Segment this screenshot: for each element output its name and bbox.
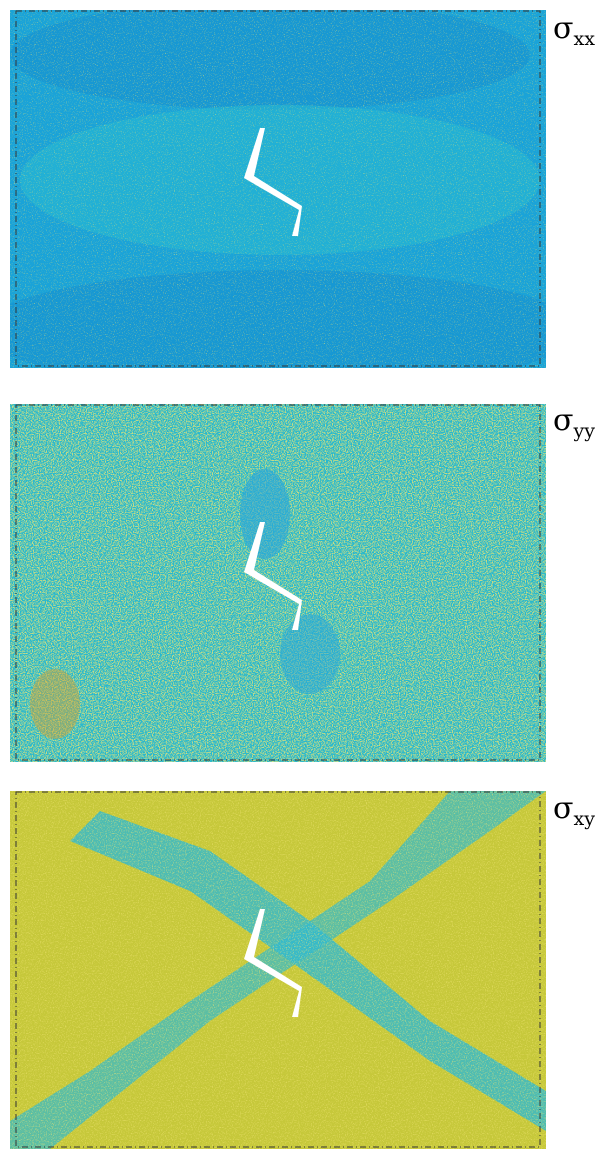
speckle-noise <box>10 791 546 1149</box>
crack <box>244 909 302 1017</box>
stress-map-syy <box>10 404 546 762</box>
panel-border <box>15 10 541 367</box>
panel-border <box>15 404 541 761</box>
stress-map-sxx-image <box>10 10 546 368</box>
stress-map-syy-image <box>10 404 546 762</box>
label-sxx: σxx <box>553 11 595 50</box>
speckle-noise <box>10 10 546 368</box>
crack <box>244 128 302 236</box>
stress-map-sxy-image <box>10 791 546 1149</box>
label-syy: σyy <box>553 403 595 442</box>
crack <box>244 522 302 630</box>
stress-map-sxx <box>10 10 546 368</box>
panel-border <box>15 791 541 1148</box>
stress-band <box>280 614 340 694</box>
label-sxy: σxy <box>553 791 595 830</box>
stress-band <box>30 669 80 739</box>
stress-map-sxy <box>10 791 546 1149</box>
stress-band <box>240 469 290 559</box>
speckle-noise <box>10 404 546 762</box>
